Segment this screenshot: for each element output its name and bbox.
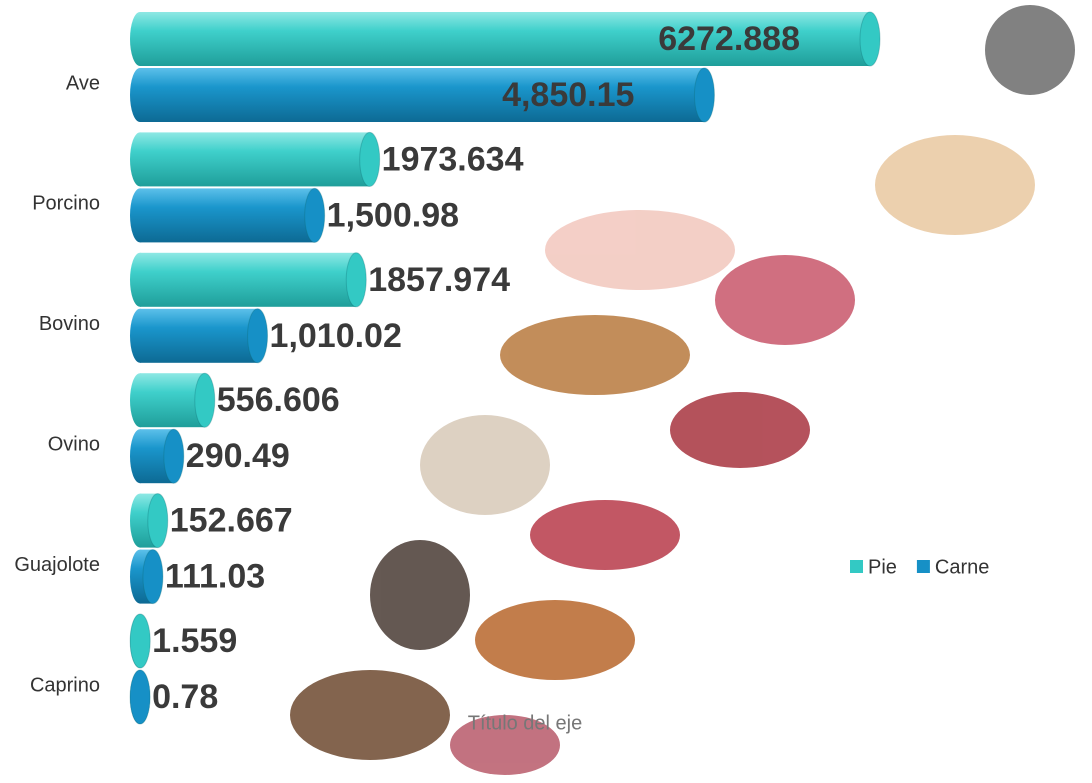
- bar: [140, 132, 370, 186]
- value-label: 290.49: [186, 437, 290, 475]
- bar: [140, 188, 315, 242]
- value-label: 1973.634: [382, 140, 524, 178]
- bar-cap: [130, 614, 150, 668]
- bar-cap: [164, 429, 184, 483]
- value-label: 1,010.02: [270, 317, 402, 355]
- value-label: 1,500.98: [327, 196, 459, 234]
- value-label: 152.667: [170, 502, 293, 540]
- category-label: Guajolote: [14, 554, 100, 576]
- chart: Título del eje Ave 6272.888 4,850.15 Porcin…: [0, 0, 1092, 783]
- legend-swatch: [917, 560, 930, 573]
- bar-cap: [305, 188, 325, 242]
- value-label: 556.606: [217, 381, 340, 419]
- category-label: Caprino: [30, 674, 100, 696]
- bar-cap: [860, 12, 880, 66]
- bar-cap: [346, 253, 366, 307]
- legend-label: Pie: [868, 556, 897, 578]
- legend-swatch: [850, 560, 863, 573]
- value-label: 111.03: [165, 558, 265, 596]
- bar-cap: [195, 373, 215, 427]
- value-label: 6272.888: [658, 20, 800, 58]
- bar-cap: [148, 494, 168, 548]
- bar-cap: [248, 309, 268, 363]
- bar: [140, 309, 258, 363]
- bar-cap: [130, 670, 150, 724]
- bar-cap: [360, 132, 380, 186]
- legend-label: Carne: [935, 556, 989, 578]
- value-label: 4,850.15: [502, 76, 634, 114]
- category-label: Ovino: [48, 433, 100, 455]
- axis-title: Título del eje: [468, 712, 583, 734]
- value-label: 1857.974: [368, 261, 510, 299]
- category-label: Porcino: [32, 193, 100, 215]
- category-label: Bovino: [39, 313, 100, 335]
- bar-cap: [143, 550, 163, 604]
- bar: [140, 253, 356, 307]
- value-label: 1.559: [152, 622, 237, 660]
- category-label: Ave: [66, 72, 100, 94]
- value-label: 0.78: [152, 678, 218, 716]
- bar-cap: [694, 68, 714, 122]
